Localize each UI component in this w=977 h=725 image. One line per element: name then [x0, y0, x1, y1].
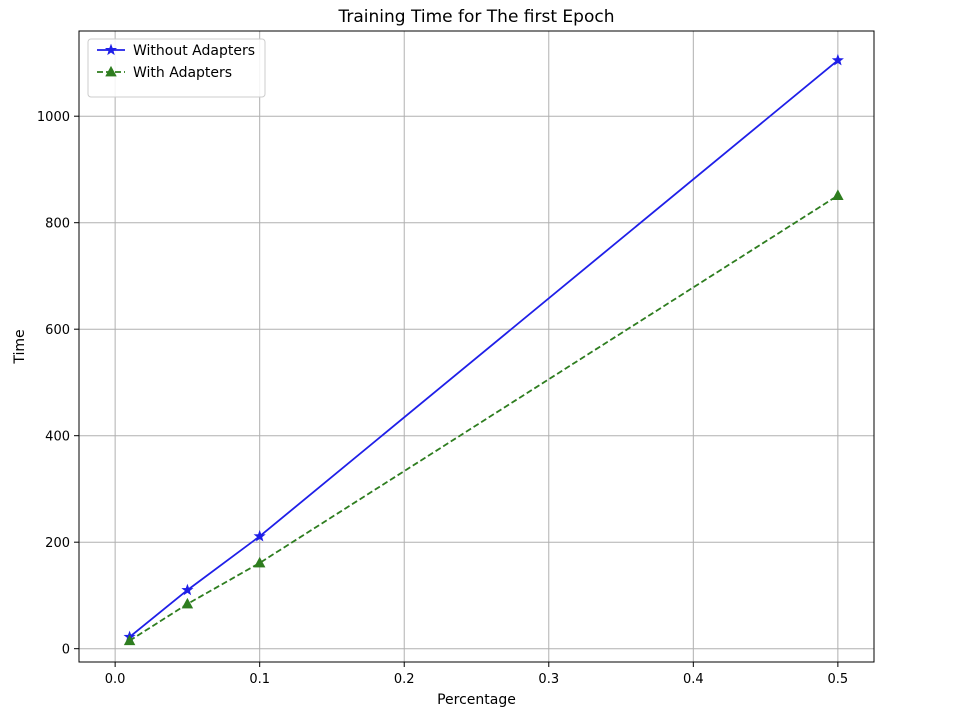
data-point — [253, 529, 266, 542]
data-point — [181, 583, 194, 596]
y-axis-label: Time — [12, 329, 28, 364]
legend-entry: With Adapters — [97, 65, 232, 81]
series-line — [129, 194, 839, 642]
x-tick-label: 0.2 — [394, 672, 415, 687]
grid-lines — [79, 31, 874, 662]
series-layer — [123, 53, 844, 646]
plot-frame — [78, 30, 875, 663]
legend: Without Adapters With Adapters — [87, 38, 266, 98]
series-0 — [123, 53, 844, 643]
data-point — [123, 634, 136, 646]
data-point — [253, 556, 266, 568]
legend-box — [87, 38, 266, 98]
legend-label: Without Adapters — [133, 43, 255, 59]
y-tick-label: 0 — [62, 643, 70, 658]
legend-entry: Without Adapters — [97, 43, 255, 59]
legend-marker — [105, 65, 117, 77]
x-axis-label: Percentage — [437, 692, 516, 708]
series-1 — [123, 189, 844, 646]
x-tick-label: 0.4 — [683, 672, 704, 687]
y-tick-label: 600 — [45, 323, 70, 338]
chart-title: Training Time for The first Epoch — [338, 7, 615, 27]
x-tick-label: 0.0 — [105, 672, 126, 687]
x-tick-label: 0.5 — [828, 672, 849, 687]
data-point — [832, 189, 844, 200]
y-tick-label: 400 — [45, 430, 70, 445]
data-point — [181, 597, 194, 609]
legend-label: With Adapters — [133, 65, 232, 81]
y-tick-label: 200 — [45, 536, 70, 551]
x-tick-label: 0.3 — [538, 672, 559, 687]
legend-marker — [104, 43, 118, 56]
series-line — [129, 59, 839, 638]
y-tick-label: 800 — [45, 217, 70, 232]
x-tick-label: 0.1 — [249, 672, 270, 687]
y-tick-label: 1000 — [37, 110, 70, 125]
data-point — [831, 53, 844, 66]
axis-ticks: 0.0 0.1 0.2 0.3 0.4 0.5 0 200 400 600 800 1000 — [37, 110, 848, 687]
